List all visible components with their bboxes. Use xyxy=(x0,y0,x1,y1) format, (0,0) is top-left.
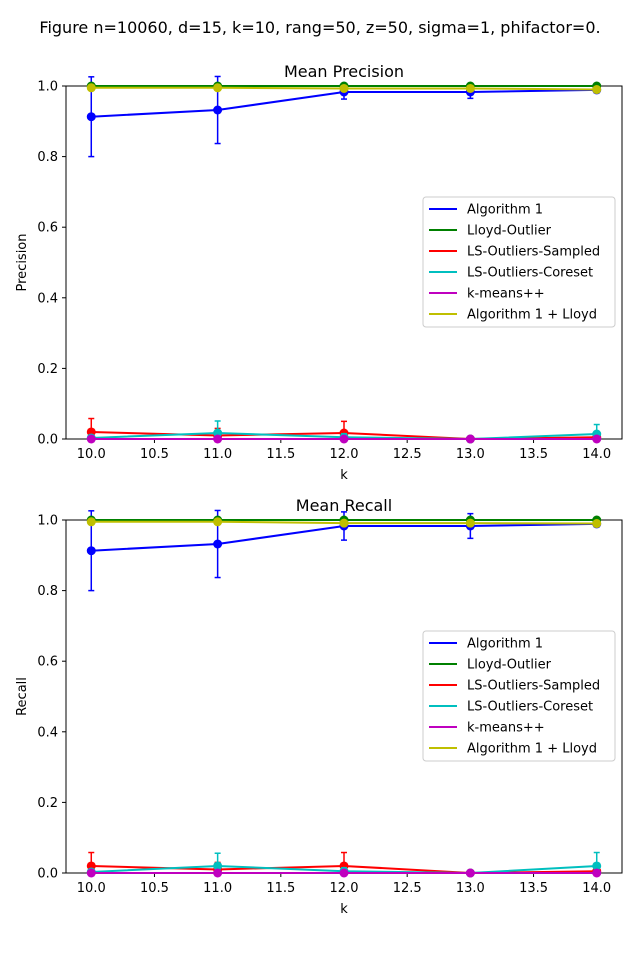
data-point xyxy=(86,868,96,878)
legend-label: Algorithm 1 xyxy=(467,637,543,652)
x-tick-label: 13.5 xyxy=(519,447,548,462)
data-point xyxy=(592,868,602,878)
x-tick-label: 12.0 xyxy=(330,881,359,896)
figure-suptitle: Figure n=10060, d=15, k=10, rang=50, z=5… xyxy=(39,18,600,37)
legend-label: Lloyd-Outlier xyxy=(467,658,552,673)
y-tick-label: 0.0 xyxy=(37,867,58,882)
y-tick-label: 0.8 xyxy=(37,584,58,599)
y-tick-label: 0.0 xyxy=(37,433,58,448)
legend-label: k-means++ xyxy=(467,287,545,302)
x-tick-label: 11.0 xyxy=(203,881,232,896)
legend-label: Algorithm 1 + Lloyd xyxy=(467,742,597,757)
data-point xyxy=(86,517,96,527)
y-axis-label: Precision xyxy=(15,233,30,291)
y-tick-label: 0.4 xyxy=(37,291,58,306)
legend-label: Lloyd-Outlier xyxy=(467,224,552,239)
legend-label: Algorithm 1 + Lloyd xyxy=(467,308,597,323)
series-k-means- xyxy=(86,868,602,878)
series-k-means- xyxy=(86,434,602,444)
x-tick-label: 12.0 xyxy=(330,447,359,462)
data-point xyxy=(213,861,223,871)
chart-title: Mean Precision xyxy=(284,62,404,81)
x-tick-label: 14.0 xyxy=(582,881,611,896)
x-tick-label: 13.0 xyxy=(456,881,485,896)
data-point xyxy=(592,519,602,529)
y-tick-label: 0.4 xyxy=(37,725,58,740)
data-point xyxy=(86,546,96,556)
x-tick-label: 11.5 xyxy=(266,881,295,896)
data-point xyxy=(592,434,602,444)
data-point xyxy=(465,434,475,444)
data-point xyxy=(339,868,349,878)
data-point xyxy=(465,868,475,878)
data-point xyxy=(592,85,602,95)
data-point xyxy=(592,861,602,871)
legend-label: Algorithm 1 xyxy=(467,203,543,218)
legend-label: LS-Outliers-Coreset xyxy=(467,700,593,715)
data-point xyxy=(213,83,223,93)
y-axis-label: Recall xyxy=(15,677,30,716)
legend-label: k-means++ xyxy=(467,721,545,736)
series-algorithm-1-lloyd xyxy=(86,517,602,529)
data-point xyxy=(86,434,96,444)
x-tick-label: 12.5 xyxy=(393,447,422,462)
x-axis-label: k xyxy=(340,468,348,483)
precision-chart: Mean Precision 10.0 10.5 11.0 11.5 12.0 12.5 13… xyxy=(15,62,623,483)
chart-title: Mean Recall xyxy=(296,496,392,515)
x-tick-label: 11.0 xyxy=(203,447,232,462)
data-point xyxy=(86,83,96,93)
y-tick-label: 0.8 xyxy=(37,150,58,165)
legend: Algorithm 1 Lloyd-Outlier LS-Outliers-Samp… xyxy=(422,196,616,328)
data-point xyxy=(213,105,223,115)
y-tick-label: 0.2 xyxy=(37,796,58,811)
data-point xyxy=(213,434,223,444)
x-tick-label: 11.5 xyxy=(266,447,295,462)
data-point xyxy=(213,539,223,549)
legend-box xyxy=(422,196,616,328)
data-point xyxy=(86,112,96,122)
y-tick-label: 0.6 xyxy=(37,655,58,670)
legend-label: LS-Outliers-Sampled xyxy=(467,245,600,260)
x-tick-label: 12.5 xyxy=(393,881,422,896)
x-tick-label: 13.0 xyxy=(456,447,485,462)
x-tick-label: 10.0 xyxy=(77,881,106,896)
y-tick-label: 0.2 xyxy=(37,362,58,377)
y-tick-label: 0.6 xyxy=(37,221,58,236)
data-point xyxy=(465,518,475,528)
x-tick-label: 13.5 xyxy=(519,881,548,896)
legend-label: LS-Outliers-Sampled xyxy=(467,679,600,694)
x-tick-label: 10.5 xyxy=(140,447,169,462)
y-tick-label: 1.0 xyxy=(37,514,58,529)
data-point xyxy=(213,517,223,527)
x-tick-label: 14.0 xyxy=(582,447,611,462)
data-point xyxy=(213,868,223,878)
data-point xyxy=(465,83,475,93)
legend: Algorithm 1 Lloyd-Outlier LS-Outliers-Samp… xyxy=(422,630,616,762)
series-algorithm-1-lloyd xyxy=(86,83,602,95)
x-tick-label: 10.0 xyxy=(77,447,106,462)
legend-box xyxy=(422,630,616,762)
data-point xyxy=(339,518,349,528)
data-point xyxy=(339,83,349,93)
recall-chart: Mean Recall 10.0 10.5 11.0 11.5 12.0 12.5 13.0 1… xyxy=(15,496,623,917)
x-axis-label: k xyxy=(340,902,348,917)
legend-label: LS-Outliers-Coreset xyxy=(467,266,593,281)
data-point xyxy=(339,434,349,444)
y-tick-label: 1.0 xyxy=(37,80,58,95)
x-tick-label: 10.5 xyxy=(140,881,169,896)
